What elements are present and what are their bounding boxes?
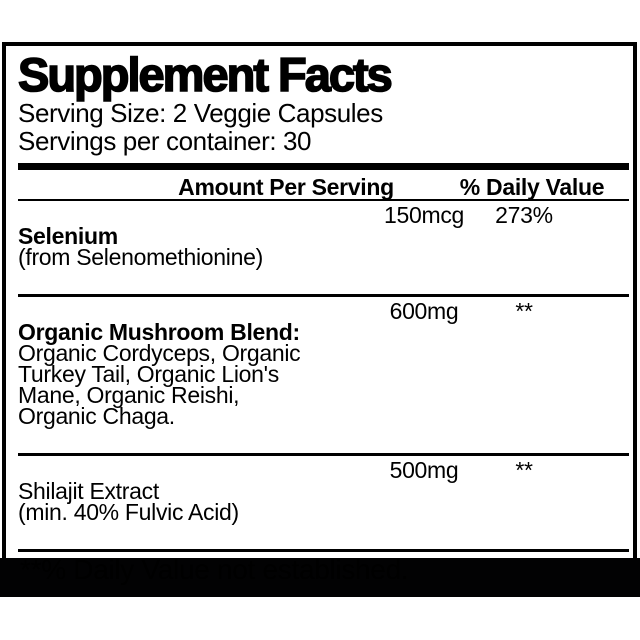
ingredient-name: Shilajit Extract: [18, 478, 159, 504]
ingredient-name-cell: Selenium (from Selenomethionine): [18, 205, 374, 289]
amount-per-serving-header: Amount Per Serving: [178, 174, 394, 200]
ingredient-detail: (from Selenomethionine): [18, 244, 263, 270]
table-header-row: Amount Per Serving % Daily Value: [18, 175, 629, 201]
footnote-band: **% Daily Value not established.: [0, 554, 640, 597]
ingredient-amount: 600mg: [389, 298, 459, 324]
serving-size-line: Serving Size: 2 Veggie Capsules: [18, 98, 383, 128]
ingredient-daily-value: **: [515, 298, 533, 324]
ingredient-row: Shilajit Extract (min. 40% Fulvic Acid) …: [18, 456, 629, 552]
ingredient-amount: 100mg: [374, 555, 474, 559]
ingredient-row: DHEA (Dehydroepiandrosterone) 100mg **: [18, 552, 629, 559]
ingredient-row: Selenium (from Selenomethionine) 150mcg …: [18, 201, 629, 297]
heavy-divider-top: [18, 163, 629, 170]
footnote-text: **% Daily Value not established.: [20, 554, 409, 585]
ingredient-row: Organic Mushroom Blend: Organic Cordycep…: [18, 297, 629, 456]
ingredient-name-cell: Organic Mushroom Blend: Organic Cordycep…: [18, 301, 374, 448]
ingredient-name: Organic Mushroom Blend:: [18, 319, 300, 345]
ingredient-amount: 150mcg: [383, 202, 465, 228]
label-title: Supplement Facts: [17, 48, 393, 101]
ingredient-daily-value: 273%: [495, 202, 553, 228]
ingredient-name: Selenium: [18, 223, 118, 249]
ingredient-name-cell: Shilajit Extract (min. 40% Fulvic Acid): [18, 460, 374, 544]
ingredient-detail: (min. 40% Fulvic Acid): [18, 499, 239, 525]
daily-value-header: % Daily Value: [459, 174, 605, 200]
ingredient-daily-value: **: [515, 457, 533, 483]
ingredient-detail: Organic Cordyceps, Organic Turkey Tail, …: [18, 340, 301, 429]
ingredient-rows: Selenium (from Selenomethionine) 150mcg …: [18, 201, 629, 558]
supplement-facts-panel: Supplement Facts Serving Size: 2 Veggie …: [2, 42, 637, 558]
ingredient-amount: 500mg: [389, 457, 459, 483]
ingredient-daily-value: **: [474, 555, 574, 559]
servings-per-container-line: Servings per container: 30: [18, 126, 312, 156]
